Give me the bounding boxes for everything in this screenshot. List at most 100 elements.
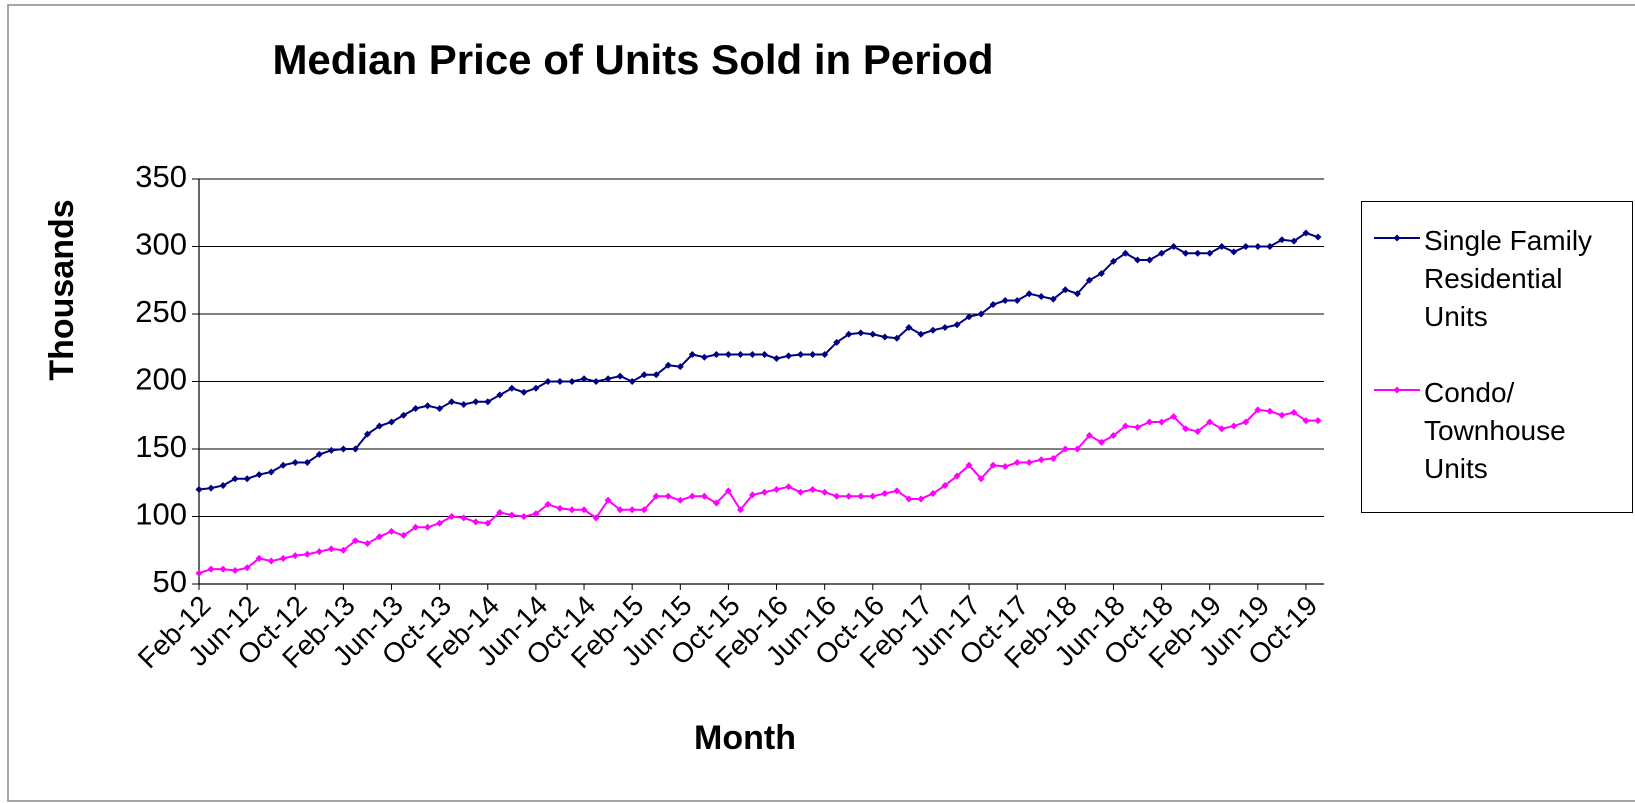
data-point (592, 514, 600, 522)
data-point (1242, 243, 1250, 250)
data-point (279, 461, 287, 469)
data-point (351, 537, 359, 545)
data-point (604, 496, 612, 504)
legend-item: Condo/ Townhouse Units (1374, 374, 1624, 488)
data-point (231, 567, 239, 574)
data-point (351, 445, 359, 453)
data-point (1314, 233, 1322, 241)
data-point (616, 506, 624, 514)
data-point (905, 495, 913, 503)
y-tick-label: 50 (153, 564, 187, 599)
data-point (941, 324, 949, 331)
data-point (965, 461, 973, 469)
data-point (628, 378, 636, 385)
data-point (375, 422, 383, 430)
legend-swatch (1374, 234, 1420, 242)
data-point (496, 391, 504, 399)
data-point (1182, 249, 1190, 257)
data-point (1230, 248, 1238, 256)
data-point (1121, 422, 1129, 430)
data-point (833, 338, 841, 346)
data-point (1206, 418, 1214, 426)
data-point (267, 557, 275, 565)
data-point (652, 371, 660, 379)
data-point (520, 388, 528, 396)
series-line (198, 231, 1319, 491)
data-point (1013, 459, 1021, 466)
legend-marker (1393, 234, 1401, 242)
data-point (604, 375, 612, 383)
data-point (1194, 249, 1202, 257)
data-point (207, 484, 215, 492)
data-point (1218, 425, 1226, 433)
data-point (821, 351, 829, 358)
data-point (568, 506, 576, 514)
chart-title: Median Price of Units Sold in Period (272, 36, 993, 83)
data-point (845, 492, 853, 500)
data-point (881, 490, 889, 498)
data-point (893, 334, 901, 342)
data-point (785, 352, 793, 360)
y-tick-label: 250 (135, 294, 187, 329)
data-point (773, 486, 781, 493)
x-axis-label: Month (694, 719, 796, 757)
data-point (195, 569, 203, 577)
data-point (1290, 409, 1298, 417)
data-point (953, 472, 961, 480)
data-point (508, 384, 516, 392)
y-tick-label: 300 (135, 227, 187, 262)
data-point (977, 475, 985, 483)
data-point (1302, 417, 1310, 425)
data-point (1266, 407, 1274, 415)
data-point (1109, 432, 1117, 439)
y-tick-label: 100 (135, 497, 187, 532)
data-point (568, 378, 576, 385)
data-point (845, 330, 853, 338)
data-point (640, 506, 648, 514)
data-point (1049, 295, 1057, 303)
data-point (1085, 276, 1093, 284)
data-point (929, 326, 937, 334)
data-point (508, 511, 516, 519)
y-tick-label: 150 (135, 429, 187, 464)
data-point (809, 351, 817, 358)
data-point (797, 488, 805, 496)
data-point (448, 513, 456, 520)
data-point (1242, 418, 1250, 426)
data-point (1134, 256, 1142, 264)
data-point (315, 548, 323, 556)
data-point (1073, 445, 1081, 453)
data-point (363, 540, 371, 547)
data-point (424, 523, 432, 531)
data-point (1182, 425, 1190, 433)
data-point (375, 533, 383, 541)
data-point (1158, 418, 1166, 426)
data-point (688, 351, 696, 358)
data-point (412, 523, 420, 531)
data-point (339, 445, 347, 453)
data-point (400, 411, 408, 419)
data-point (1001, 297, 1009, 304)
data-point (544, 500, 552, 508)
data-point (339, 546, 347, 554)
data-point (1254, 406, 1262, 414)
data-point (243, 475, 251, 483)
data-point (1025, 290, 1033, 298)
data-point (388, 418, 396, 426)
data-point (1206, 249, 1214, 257)
data-point (1061, 445, 1069, 453)
data-point (1025, 459, 1033, 466)
data-point (724, 351, 732, 358)
data-point (869, 330, 877, 338)
data-point (700, 492, 708, 500)
data-point (424, 402, 432, 410)
data-point (1085, 432, 1093, 439)
data-point (664, 492, 672, 500)
data-point (484, 519, 492, 527)
data-point (291, 459, 299, 466)
data-point (460, 400, 468, 408)
data-point (267, 468, 275, 476)
data-point (917, 495, 925, 503)
data-point (255, 471, 263, 479)
data-point (219, 565, 227, 573)
